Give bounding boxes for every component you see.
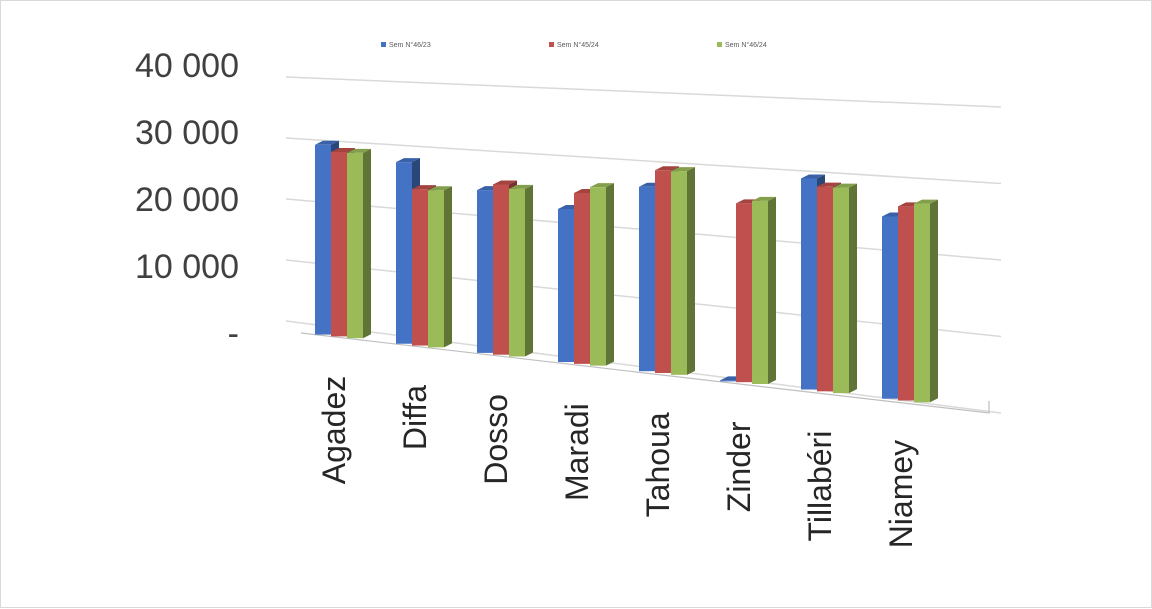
bar-top <box>817 182 841 187</box>
bars <box>315 140 938 403</box>
bar-top <box>412 185 436 190</box>
legend-swatch <box>717 42 722 47</box>
bar-front <box>347 152 363 339</box>
y-tick-label: 40 000 <box>135 47 239 85</box>
legend-swatch <box>549 42 554 47</box>
gridline <box>285 76 1002 108</box>
x-tick-label: Tillabéri <box>802 431 838 542</box>
bar-top <box>347 148 371 153</box>
y-tick-label: 10 000 <box>135 248 239 286</box>
bar-top <box>655 166 679 171</box>
bar <box>347 148 371 339</box>
gridline <box>285 137 1002 185</box>
bar-front <box>833 187 849 394</box>
bar-top <box>315 140 339 145</box>
bar <box>752 196 776 384</box>
bar-side <box>930 199 938 403</box>
bar-top <box>509 184 533 189</box>
bar <box>509 184 533 357</box>
bar <box>428 186 452 348</box>
legend-label: Sem N°46/23 <box>389 41 431 49</box>
bar-front <box>898 206 914 401</box>
bar <box>590 183 614 366</box>
bar-front <box>590 187 606 366</box>
bar-side <box>687 167 695 375</box>
legend-item: Sem N°45/24 <box>549 41 599 49</box>
bar-side <box>444 186 452 348</box>
bar-side <box>849 183 857 394</box>
bar-top <box>396 158 420 163</box>
bar-side <box>768 196 776 384</box>
bar-front <box>801 178 817 390</box>
legend-swatch <box>381 42 386 47</box>
bar-front <box>493 184 509 355</box>
y-axis: - 10 000 20 000 30 000 40 000 <box>135 47 239 353</box>
bar-top <box>833 183 857 188</box>
bar-side <box>606 183 614 366</box>
x-tick-label: Zinder <box>721 421 757 512</box>
legend-item: Sem N°46/24 <box>717 41 767 49</box>
bar-front <box>574 193 590 364</box>
bar-front <box>477 190 493 353</box>
bar-front <box>315 144 331 335</box>
legend: Sem N°46/23 Sem N°45/24 Sem N°46/24 <box>381 41 767 49</box>
y-tick-label: 20 000 <box>135 181 239 219</box>
bar-top <box>493 180 517 185</box>
x-tick-label: Diffa <box>397 385 433 450</box>
x-tick-label: Maradi <box>559 403 595 501</box>
x-tick-label: Dosso <box>478 394 514 485</box>
legend-label: Sem N°45/24 <box>557 41 599 49</box>
floor-line <box>300 332 990 414</box>
bar-side <box>363 148 371 339</box>
x-tick-label: Niamey <box>883 440 919 548</box>
bar-top <box>914 199 938 204</box>
bar-front <box>509 188 525 357</box>
x-tick-label: Agadez <box>316 376 352 485</box>
bar-front <box>331 151 347 337</box>
bar-side <box>525 184 533 357</box>
y-tick-label: 30 000 <box>135 114 239 152</box>
legend-item: Sem N°46/23 <box>381 41 431 49</box>
bar-front <box>914 203 930 403</box>
bar-front <box>655 170 671 374</box>
bar-front <box>736 203 752 383</box>
bar-front <box>639 186 655 372</box>
bar <box>671 167 695 375</box>
bar-front <box>882 216 898 399</box>
bar-front <box>412 189 428 346</box>
bar-top <box>801 174 825 179</box>
bar-top <box>428 186 452 191</box>
bar-front <box>817 186 833 392</box>
y-tick-label: - <box>228 315 239 353</box>
x-axis: Agadez Diffa Dosso Maradi Tahoua Zinder Tillab… <box>316 376 919 549</box>
bar-front <box>428 190 444 348</box>
bar-top <box>331 147 355 152</box>
bar-front <box>720 380 736 382</box>
bar-front <box>671 171 687 375</box>
bar-front <box>558 208 574 363</box>
x-tick-label: Tahoua <box>640 412 676 517</box>
bar-top <box>752 196 776 201</box>
bar-front <box>396 162 412 344</box>
bar-top <box>590 183 614 188</box>
bar-front <box>752 200 768 384</box>
legend-label: Sem N°46/24 <box>725 41 767 49</box>
bar <box>914 199 938 403</box>
bar-top <box>671 167 695 172</box>
bar <box>833 183 857 394</box>
